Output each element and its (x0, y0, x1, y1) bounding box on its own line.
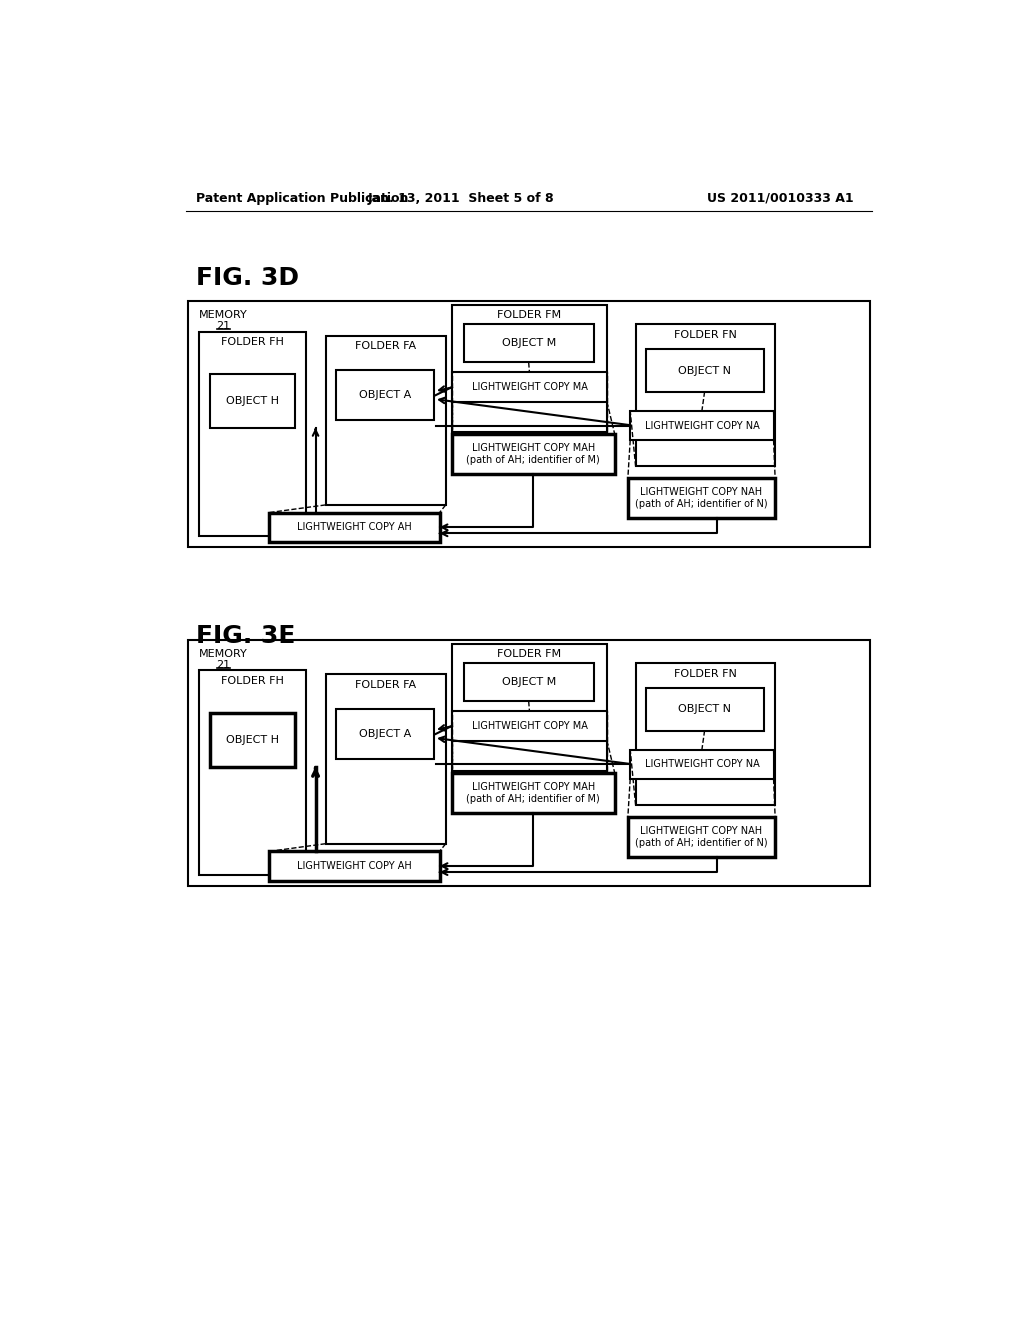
Text: LIGHTWEIGHT COPY NAH
(path of AH; identifier of N): LIGHTWEIGHT COPY NAH (path of AH; identi… (635, 487, 768, 508)
Bar (628, 817, 775, 857)
Bar (630, 411, 773, 441)
Bar (269, 512, 439, 541)
Bar (452, 372, 607, 401)
Bar (188, 301, 870, 548)
Bar (210, 713, 295, 767)
Text: FOLDER FN: FOLDER FN (674, 668, 737, 678)
Bar (326, 335, 445, 504)
Bar (452, 774, 614, 813)
Bar (269, 851, 439, 880)
Bar (646, 688, 764, 730)
Bar (636, 663, 775, 805)
Text: OBJECT H: OBJECT H (226, 735, 280, 744)
Text: FIG. 3E: FIG. 3E (197, 624, 296, 648)
Text: OBJECT N: OBJECT N (678, 705, 731, 714)
Bar (628, 478, 775, 517)
Text: LIGHTWEIGHT COPY NA: LIGHTWEIGHT COPY NA (644, 759, 759, 770)
Text: FOLDER FH: FOLDER FH (221, 676, 285, 686)
Text: Jan. 13, 2011  Sheet 5 of 8: Jan. 13, 2011 Sheet 5 of 8 (368, 191, 555, 205)
Bar (452, 644, 607, 771)
Text: LIGHTWEIGHT COPY AH: LIGHTWEIGHT COPY AH (297, 861, 412, 871)
Text: LIGHTWEIGHT COPY MA: LIGHTWEIGHT COPY MA (471, 381, 588, 392)
Text: OBJECT A: OBJECT A (358, 729, 411, 739)
Bar (630, 750, 773, 779)
Text: 21: 21 (216, 321, 230, 331)
Text: MEMORY: MEMORY (199, 310, 248, 319)
Text: LIGHTWEIGHT COPY MA: LIGHTWEIGHT COPY MA (471, 721, 588, 731)
Text: US 2011/0010333 A1: US 2011/0010333 A1 (707, 191, 853, 205)
Text: FOLDER FA: FOLDER FA (355, 342, 416, 351)
Text: LIGHTWEIGHT COPY AH: LIGHTWEIGHT COPY AH (297, 523, 412, 532)
Text: 21: 21 (216, 660, 230, 671)
Bar (464, 323, 594, 363)
Text: OBJECT N: OBJECT N (678, 366, 731, 375)
Bar (464, 663, 594, 701)
Bar (200, 331, 306, 536)
Text: LIGHTWEIGHT COPY MAH
(path of AH; identifier of M): LIGHTWEIGHT COPY MAH (path of AH; identi… (467, 781, 600, 804)
Bar (336, 370, 434, 420)
Text: OBJECT H: OBJECT H (226, 396, 280, 407)
Text: OBJECT M: OBJECT M (502, 677, 556, 686)
Bar (326, 675, 445, 843)
Text: FOLDER FA: FOLDER FA (355, 680, 416, 690)
Text: LIGHTWEIGHT COPY NAH
(path of AH; identifier of N): LIGHTWEIGHT COPY NAH (path of AH; identi… (635, 826, 768, 847)
Text: LIGHTWEIGHT COPY MAH
(path of AH; identifier of M): LIGHTWEIGHT COPY MAH (path of AH; identi… (467, 444, 600, 465)
Bar (200, 671, 306, 874)
Bar (452, 434, 614, 474)
Text: MEMORY: MEMORY (199, 648, 248, 659)
Bar (188, 640, 870, 886)
Bar (336, 709, 434, 759)
Bar (646, 350, 764, 392)
Text: Patent Application Publication: Patent Application Publication (197, 191, 409, 205)
Text: FOLDER FM: FOLDER FM (498, 310, 561, 321)
Bar (210, 374, 295, 428)
Text: FOLDER FN: FOLDER FN (674, 330, 737, 339)
Text: FOLDER FH: FOLDER FH (221, 338, 285, 347)
Bar (452, 711, 607, 741)
Text: FIG. 3D: FIG. 3D (197, 265, 299, 290)
Text: LIGHTWEIGHT COPY NA: LIGHTWEIGHT COPY NA (644, 421, 759, 430)
Text: FOLDER FM: FOLDER FM (498, 649, 561, 659)
Text: OBJECT M: OBJECT M (502, 338, 556, 348)
Bar (636, 323, 775, 466)
Bar (452, 305, 607, 432)
Text: OBJECT A: OBJECT A (358, 391, 411, 400)
